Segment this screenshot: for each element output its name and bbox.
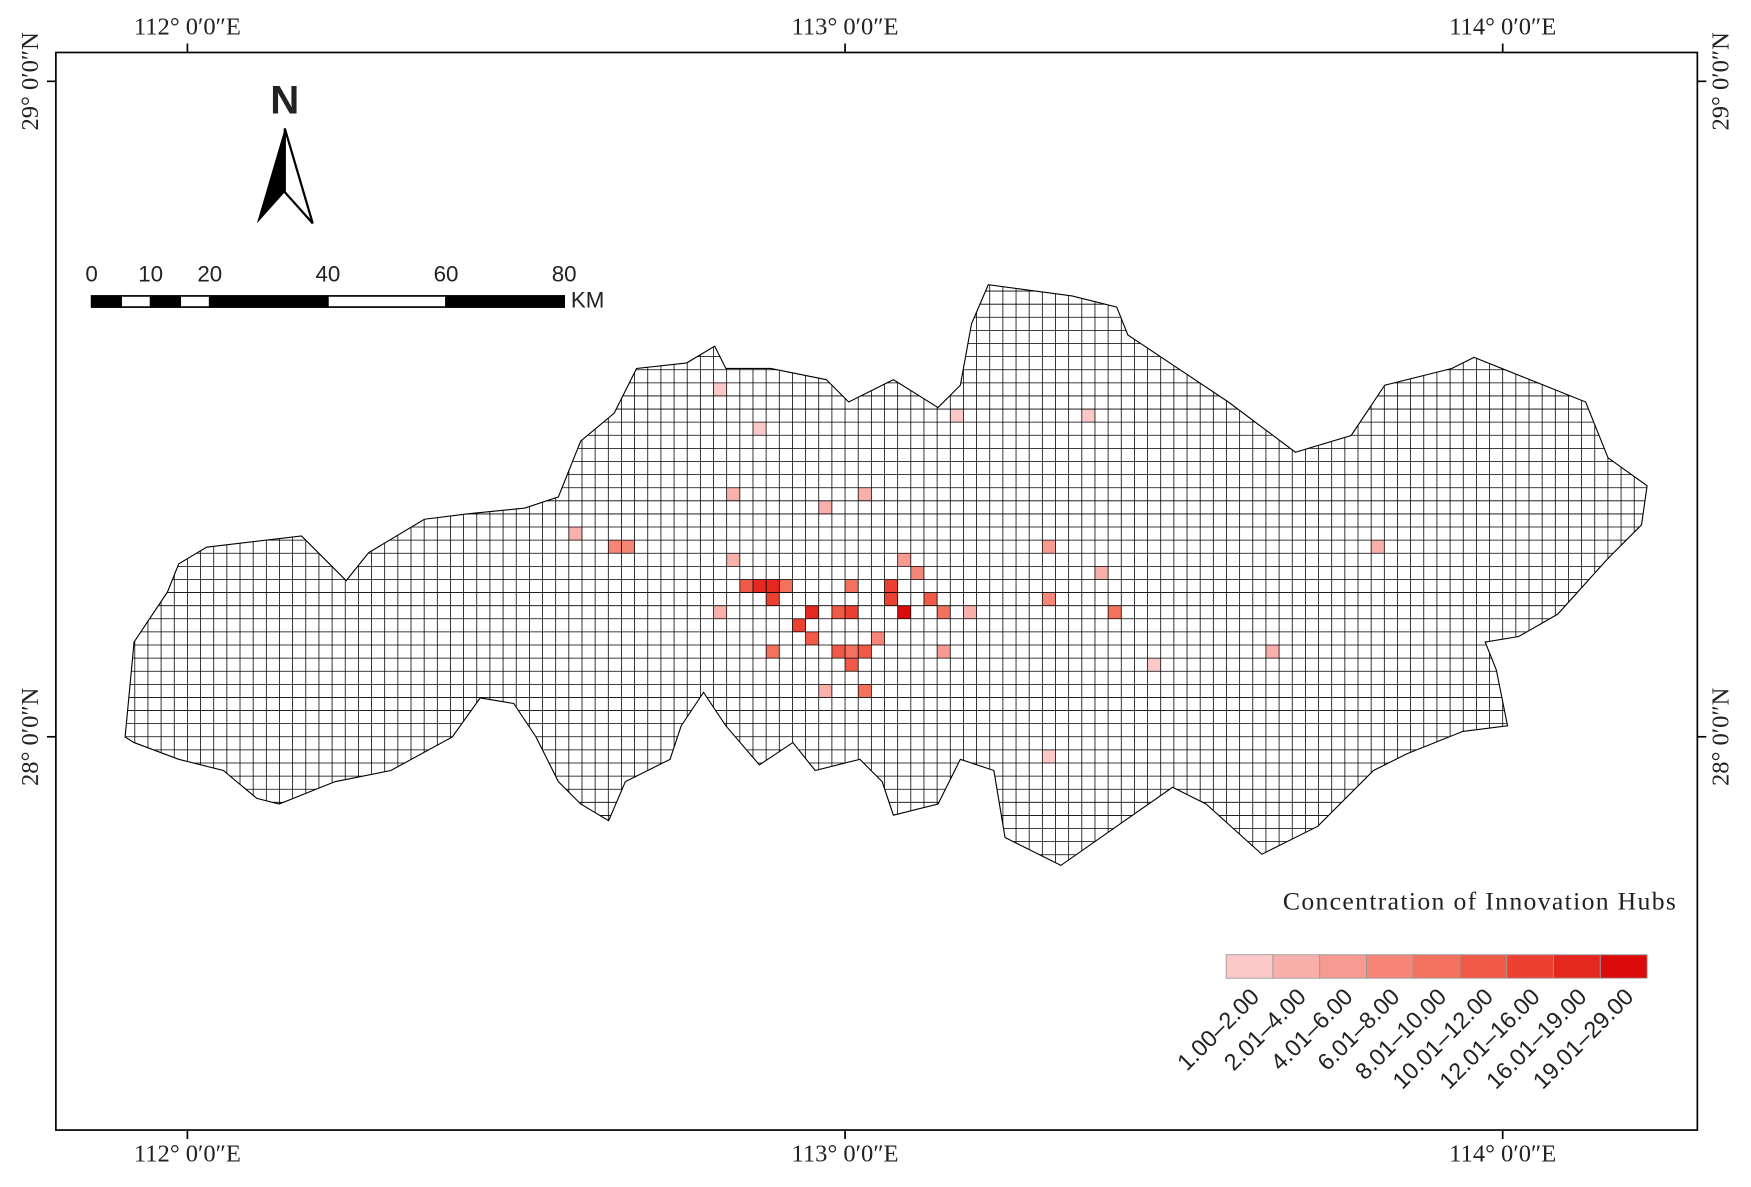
hub-cell xyxy=(621,540,635,554)
x-tick-label: 114° 0′0″E xyxy=(1449,14,1556,41)
hub-cell xyxy=(937,645,951,659)
hub-cell xyxy=(818,684,832,698)
legend-swatch xyxy=(1553,954,1601,979)
hub-cell xyxy=(726,553,740,567)
legend-swatch xyxy=(1225,954,1274,979)
hub-cell xyxy=(1265,645,1280,659)
y-tick-label: 28° 0′0″N xyxy=(17,687,44,786)
north-arrow-left xyxy=(256,128,285,224)
x-tick-label: 112° 0′0″E xyxy=(134,1140,241,1167)
hub-cell xyxy=(792,618,806,632)
hub-cell xyxy=(1081,409,1095,423)
hub-cell xyxy=(871,631,885,646)
hub-cell xyxy=(805,605,819,619)
scale-label: 20 xyxy=(197,262,222,287)
hub-cell xyxy=(713,382,727,396)
hub-cell xyxy=(805,631,819,646)
scale-segment xyxy=(179,295,211,308)
hub-cell xyxy=(950,409,964,423)
scale-label: 0 xyxy=(85,262,97,287)
hub-cell xyxy=(845,605,859,619)
hub-cell xyxy=(963,605,977,619)
hub-cell xyxy=(1042,540,1056,554)
hub-cell xyxy=(845,645,859,659)
x-tick-label: 114° 0′0″E xyxy=(1449,1140,1556,1167)
north-arrow: N xyxy=(256,77,314,225)
hub-cell xyxy=(884,579,898,593)
legend-swatch xyxy=(1459,954,1508,979)
hub-cell xyxy=(726,487,740,501)
scale-segment xyxy=(90,295,122,308)
hub-cell xyxy=(937,605,951,619)
legend-swatch xyxy=(1272,954,1321,979)
x-tick-label: 113° 0′0″E xyxy=(792,14,899,41)
hub-cell xyxy=(752,422,767,436)
scale-segment xyxy=(208,295,329,308)
scale-segment xyxy=(445,295,566,308)
legend-swatch xyxy=(1319,954,1367,979)
y-tick-label: 29° 0′0″N xyxy=(17,32,44,131)
hub-cell xyxy=(858,684,872,698)
legend-title: Concentration of Innovation Hubs xyxy=(1283,886,1677,915)
hub-cell xyxy=(766,645,780,659)
legend-swatch xyxy=(1412,954,1461,979)
hub-cell xyxy=(858,487,872,501)
scale-label: 60 xyxy=(434,262,459,287)
hub-cell xyxy=(897,553,911,567)
hub-cell xyxy=(831,605,846,619)
scale-segment xyxy=(327,295,447,308)
hub-cell xyxy=(923,592,938,606)
scale-segment xyxy=(120,295,152,308)
hub-cell xyxy=(845,658,859,672)
hub-cell xyxy=(713,605,727,619)
hub-cell xyxy=(1147,658,1161,672)
hub-cell xyxy=(1042,592,1056,606)
y-tick-label: 29° 0′0″N xyxy=(1708,32,1735,131)
scale-segment xyxy=(149,295,182,308)
hub-cell xyxy=(897,605,911,619)
y-tick-label: 28° 0′0″N xyxy=(1708,687,1735,786)
hub-cell xyxy=(766,592,780,606)
scale-unit: KM xyxy=(571,287,605,312)
scale-label: 10 xyxy=(138,262,163,287)
hub-cell xyxy=(818,500,832,514)
hub-cell xyxy=(845,579,859,593)
cells-layer xyxy=(568,382,1385,763)
hub-cell xyxy=(739,579,753,593)
hub-cell xyxy=(1371,540,1385,554)
hub-cell xyxy=(910,566,924,580)
hub-cell xyxy=(766,579,780,593)
hub-cell xyxy=(1094,566,1109,580)
hub-cell xyxy=(752,579,767,593)
hub-cell xyxy=(884,592,898,606)
hub-cell xyxy=(858,645,872,659)
x-tick-label: 112° 0′0″E xyxy=(134,14,241,41)
hub-cell xyxy=(568,527,582,541)
hub-cell xyxy=(1042,749,1056,763)
legend-swatch xyxy=(1599,954,1648,979)
hub-cell xyxy=(831,645,846,659)
hub-cell xyxy=(1108,605,1122,619)
hub-cell xyxy=(779,579,793,593)
hub-cell xyxy=(608,540,622,554)
north-label: N xyxy=(270,77,299,122)
north-arrow-right xyxy=(283,128,314,225)
scale-label: 80 xyxy=(552,262,577,287)
legend-swatch xyxy=(1366,954,1414,979)
scale-label: 40 xyxy=(315,262,340,287)
legend-swatch xyxy=(1506,954,1555,979)
x-tick-label: 113° 0′0″E xyxy=(792,1140,899,1167)
